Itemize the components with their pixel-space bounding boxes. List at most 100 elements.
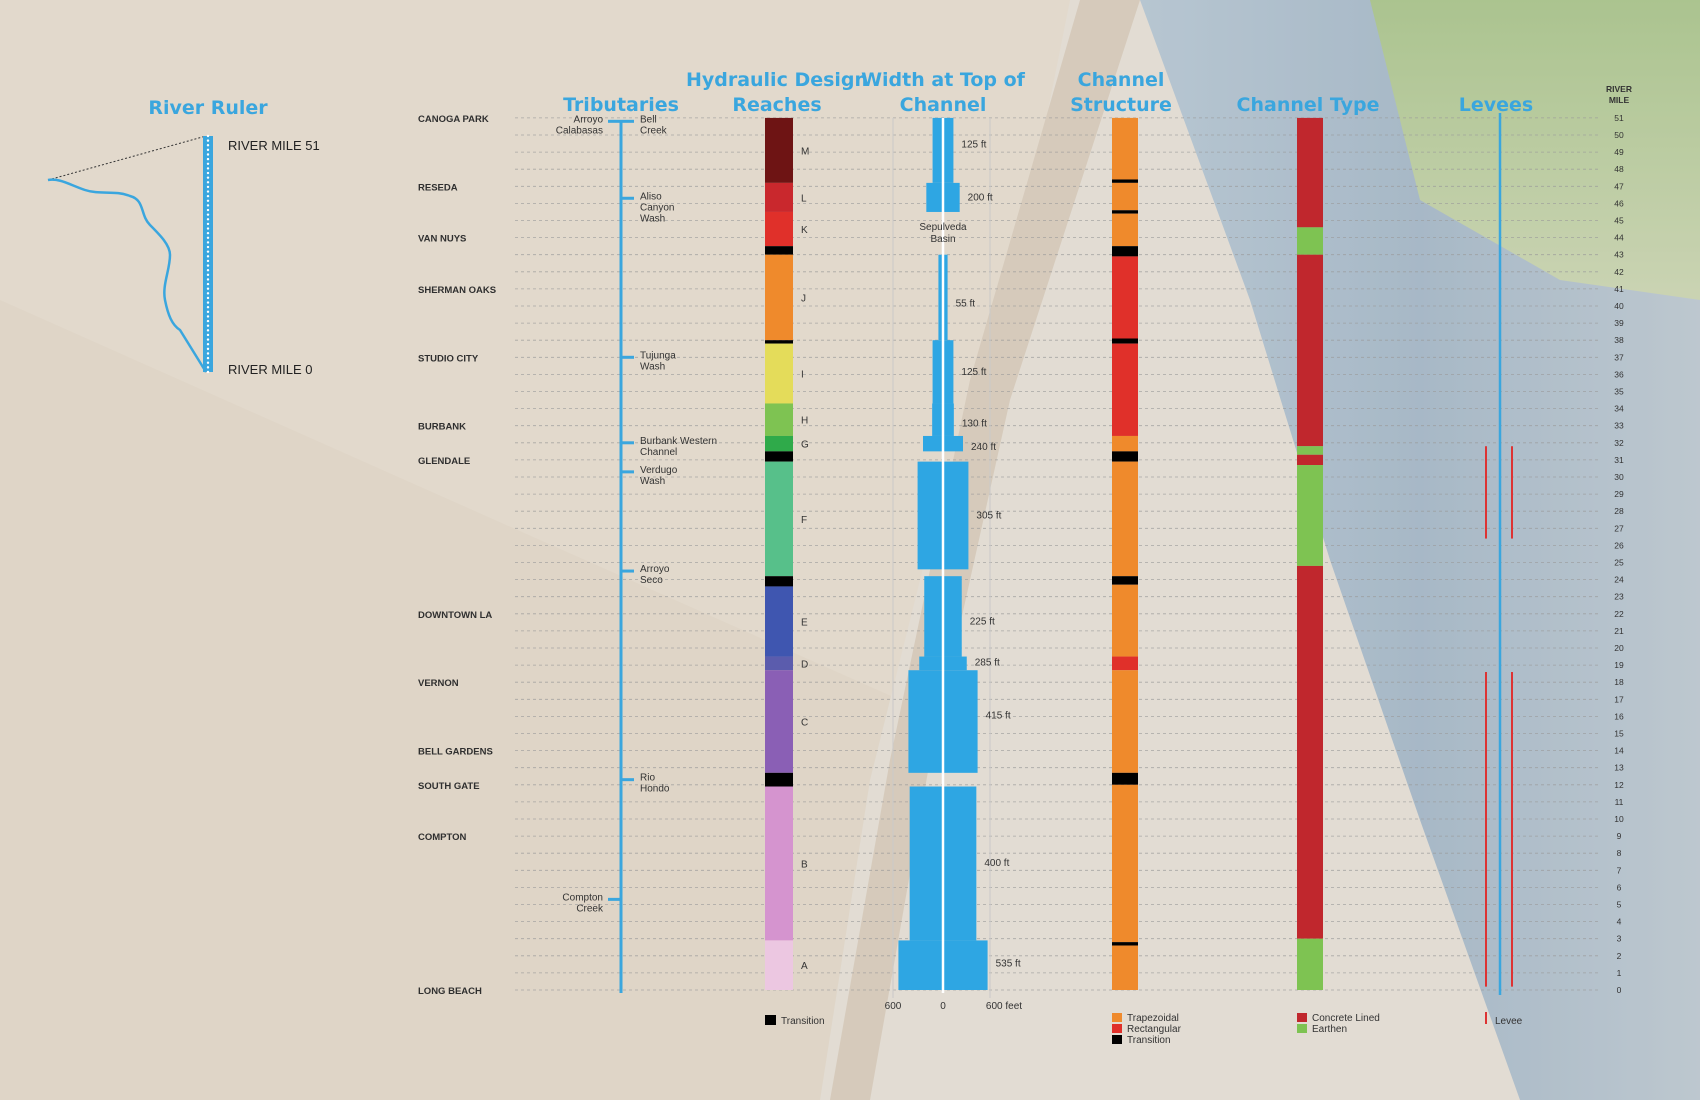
channel-width-label: 125 ft <box>961 367 986 378</box>
levee-legend-label: Levee <box>1495 1016 1523 1027</box>
header-levees: Levees <box>1459 94 1533 116</box>
structure-segment <box>1112 256 1138 339</box>
ruler-dot <box>206 194 210 198</box>
river-mile-number: 24 <box>1614 575 1624 585</box>
structure-segment <box>1112 945 1138 990</box>
ruler-dot <box>206 231 210 235</box>
header-hydraulic-line2: Reaches <box>732 94 821 116</box>
hydraulic-reach-segment <box>765 117 793 183</box>
hydraulic-reach-label: K <box>801 225 808 236</box>
hydraulic-reach-label: J <box>801 293 806 304</box>
ruler-dot <box>206 241 210 244</box>
hydraulic-reach-segment <box>765 786 793 941</box>
hydraulic-reach-segment <box>765 182 793 212</box>
city-label: RESEDA <box>418 182 458 193</box>
hydraulic-reach-label: M <box>801 146 809 157</box>
structure-legend-swatch <box>1112 1035 1122 1044</box>
city-label: COMPTON <box>418 832 467 843</box>
type-legend-swatch <box>1297 1013 1307 1022</box>
type-legend-label: Concrete Lined <box>1312 1013 1380 1024</box>
tributary-label: Tujunga <box>640 350 676 361</box>
ruler-dot <box>206 347 210 351</box>
ruler-dot <box>206 218 210 221</box>
ruler-dot <box>206 185 210 189</box>
channel-width-label: 130 ft <box>962 418 987 429</box>
hydraulic-reach-segment <box>765 576 793 587</box>
ruler-dot <box>206 139 210 142</box>
header-structure-line1: Channel <box>1078 69 1165 91</box>
hydraulic-reach-segment <box>765 340 793 344</box>
river-mile-number: 7 <box>1617 865 1622 875</box>
ruler-dot <box>206 162 210 165</box>
river-mile-number: 29 <box>1614 489 1624 499</box>
ruler-dot <box>206 148 210 152</box>
river-mile-number: 32 <box>1614 438 1624 448</box>
ruler-dot <box>206 366 210 369</box>
ruler-dot <box>206 329 210 332</box>
channel-structure-bar <box>1112 117 1138 990</box>
tributary-label: Calabasas <box>556 125 603 136</box>
city-label: BURBANK <box>418 422 466 433</box>
city-label: LONG BEACH <box>418 986 482 997</box>
river-mile-number: 23 <box>1614 592 1624 602</box>
ruler-mile-dots <box>206 134 210 374</box>
hydraulic-reach-segment <box>765 940 793 990</box>
river-mile-number: 45 <box>1614 216 1624 226</box>
river-mile-number: 30 <box>1614 472 1624 482</box>
river-mile-number: 31 <box>1614 455 1624 465</box>
hydraulic-reach-label: I <box>801 370 804 381</box>
channel-type-segment <box>1297 465 1323 566</box>
hydraulic-reach-label: E <box>801 617 808 628</box>
channel-type-segment <box>1297 446 1323 455</box>
ruler-dot <box>206 361 210 364</box>
structure-segment <box>1112 117 1138 180</box>
channel-width-label: 415 ft <box>986 711 1011 722</box>
channel-width-label: 285 ft <box>975 658 1000 669</box>
river-mile-number: 14 <box>1614 746 1624 756</box>
ruler-dot <box>206 264 210 267</box>
ruler-dot <box>206 255 210 258</box>
ruler-dot <box>206 199 210 202</box>
river-mile-number: 33 <box>1614 421 1624 431</box>
river-mile-number: 39 <box>1614 318 1624 328</box>
hydraulic-reach-segment <box>765 656 793 671</box>
hydraulic-reach-segment <box>765 772 793 787</box>
river-mile-number: 35 <box>1614 387 1624 397</box>
ruler-dot <box>206 204 210 207</box>
ruler-dot <box>206 245 210 249</box>
ruler-dot <box>206 306 210 309</box>
hydraulic-reach-label: G <box>801 440 809 451</box>
river-mile-number: 25 <box>1614 558 1624 568</box>
structure-segment <box>1112 584 1138 657</box>
tributary-label: Compton <box>562 892 603 903</box>
river-mile-number: 17 <box>1614 694 1624 704</box>
ruler-dot <box>206 296 210 300</box>
structure-segment <box>1112 246 1138 257</box>
channel-type-segment <box>1297 117 1323 228</box>
structure-segment <box>1112 772 1138 785</box>
river-mile-number: 51 <box>1614 113 1624 123</box>
structure-segment <box>1112 461 1138 577</box>
river-mile-number: 40 <box>1614 301 1624 311</box>
channel-width-label: 125 ft <box>961 140 986 151</box>
ruler-dot <box>206 208 210 212</box>
river-mile-number: 21 <box>1614 626 1624 636</box>
hydraulic-reach-label: F <box>801 515 807 526</box>
city-label: SOUTH GATE <box>418 781 480 792</box>
structure-segment <box>1112 576 1138 585</box>
type-legend-swatch <box>1297 1024 1307 1033</box>
channel-type-segment <box>1297 227 1323 255</box>
river-mile-number: 50 <box>1614 130 1624 140</box>
header-hydraulic-line1: Hydraulic Design <box>686 69 868 91</box>
tributary-label: Canyon <box>640 202 674 213</box>
mile-gridlines <box>515 117 1600 991</box>
tributary-label: Wash <box>640 213 665 224</box>
header-river-mile-line2: MILE <box>1609 95 1630 105</box>
hydraulic-reach-segment <box>765 254 793 341</box>
hydraulic-reach-segment <box>765 461 793 577</box>
river-mile-number: 8 <box>1617 848 1622 858</box>
ruler-dot <box>206 144 210 147</box>
ruler-top-label: RIVER MILE 51 <box>228 138 320 153</box>
ruler-dot <box>206 352 210 355</box>
